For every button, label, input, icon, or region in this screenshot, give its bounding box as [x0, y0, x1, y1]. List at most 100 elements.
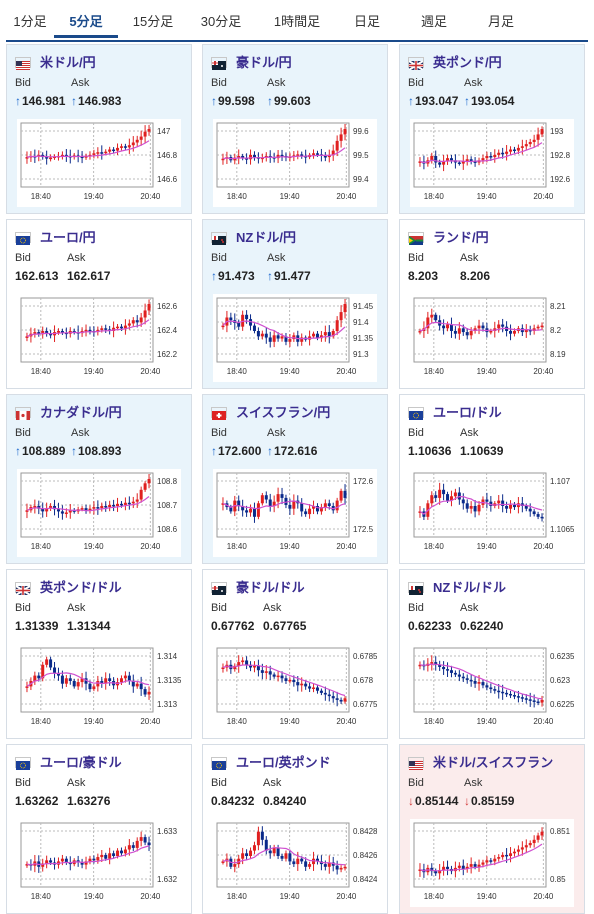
pair-title[interactable]: 豪ドル/ドル	[211, 577, 305, 596]
candle-body	[457, 328, 461, 334]
candle-body	[512, 149, 516, 152]
pair-title[interactable]: ユーロ/ドル	[408, 402, 502, 421]
pair-title[interactable]: ランド/円	[408, 227, 489, 246]
tab-2[interactable]: 15分足	[132, 14, 174, 29]
rate-card[interactable]: ユーロ/ドル Bid Ask 1.10636 1.10639 18:40 19:40 20:4…	[399, 394, 585, 564]
rate-card[interactable]: 英ポンド/ドル Bid Ask 1.31339 1.31344 18:40 19:40 20:…	[6, 569, 192, 739]
candle-body	[453, 492, 457, 497]
candle-body	[481, 682, 485, 686]
price-chart[interactable]: 18:40 19:40 20:40 0.8428 0.8426 0.8424	[213, 819, 377, 907]
candle-body	[524, 506, 528, 509]
price-chart[interactable]: 18:40 19:40 20:40 1.107 1.1065	[410, 469, 574, 557]
x-tick-label: 20:40	[140, 892, 161, 901]
price-chart[interactable]: 18:40 19:40 20:40 1.314 1.3135 1.313	[17, 644, 181, 732]
pair-title[interactable]: NZドル/ドル	[408, 577, 506, 596]
tab-3[interactable]: 30分足	[200, 14, 242, 29]
rate-card[interactable]: 豪ドル/円 Bid Ask ↑99.598 ↑99.603 18:40 19:40 20:40…	[202, 44, 388, 214]
y-tick-label: 99.5	[353, 151, 369, 160]
rate-card[interactable]: ユーロ/豪ドル Bid Ask 1.63262 1.63276 18:40 19:40 20:…	[6, 744, 192, 914]
price-chart[interactable]: 18:40 19:40 20:40 8.21 8.2 8.19	[410, 294, 574, 382]
tab-7[interactable]: 月足	[487, 14, 514, 29]
rate-card[interactable]: ユーロ/英ポンド Bid Ask 0.84232 0.84240 18:40 19:40 20…	[202, 744, 388, 914]
candle-body	[304, 683, 308, 687]
tab-5[interactable]: 日足	[353, 14, 380, 29]
price-chart[interactable]: 18:40 19:40 20:40 99.6 99.5 99.4	[213, 119, 377, 207]
price-chart[interactable]: 18:40 19:40 20:40 193 192.8 192.6	[410, 119, 574, 207]
price-chart[interactable]: 18:40 19:40 20:40 0.6785 0.678 0.6775	[213, 644, 377, 732]
candle-body	[319, 335, 323, 338]
candle-body	[449, 158, 453, 161]
rate-card[interactable]: 米ドル/円 Bid Ask ↑146.981 ↑146.983 18:40 19:40 20:…	[6, 44, 192, 214]
pair-title[interactable]: 豪ドル/円	[211, 52, 292, 71]
price-chart[interactable]: 18:40 19:40 20:40 0.851 0.85	[410, 819, 574, 907]
pair-title[interactable]: NZドル/円	[211, 227, 296, 246]
tab-0[interactable]: 1分足	[13, 14, 47, 29]
bid-value: 1.31339	[15, 619, 59, 633]
rate-card[interactable]: スイスフラン/円 Bid Ask ↑172.600 ↑172.616 18:40 19:40…	[202, 394, 388, 564]
candle-body	[116, 147, 120, 151]
candle-body	[116, 850, 120, 856]
rate-card[interactable]: ユーロ/円 Bid Ask 162.613 162.617 18:40 19:40 20:40…	[6, 219, 192, 389]
candle-body	[37, 506, 41, 509]
price-chart[interactable]: 18:40 19:40 20:40 91.45 91.4 91.35 91.3	[213, 294, 377, 382]
tab-6[interactable]: 週足	[420, 14, 447, 29]
rate-card[interactable]: NZドル/ドル Bid Ask 0.62233 0.62240 18:40 19:40 20:…	[399, 569, 585, 739]
pair-title[interactable]: 米ドル/円	[15, 52, 96, 71]
price-chart[interactable]: 18:40 19:40 20:40 0.6235 0.623 0.6225	[410, 644, 574, 732]
price-chart[interactable]: 18:40 19:40 20:40 162.6 162.4 162.2	[17, 294, 181, 382]
pair-title[interactable]: 英ポンド/ドル	[15, 577, 122, 596]
candle-body	[284, 853, 288, 859]
candle-body	[477, 504, 481, 512]
bid-value: 0.84232	[211, 794, 255, 808]
rate-card[interactable]: NZドル/円 Bid Ask ↑91.473 ↑91.477 18:40 19:40 20:4…	[202, 219, 388, 389]
ask-value: 1.10639	[460, 444, 504, 458]
price-chart[interactable]: 18:40 19:40 20:40 147 146.8 146.6	[17, 119, 181, 207]
flag-nz-icon	[408, 582, 424, 596]
candle-body	[25, 157, 29, 159]
moving-average-line	[419, 496, 543, 515]
candle-body	[37, 675, 41, 679]
candle-body	[300, 154, 304, 156]
y-tick-label: 192.8	[550, 151, 571, 160]
rate-card[interactable]: 英ポンド/円 Bid Ask ↑193.047 ↑193.054 18:40 19:40 20…	[399, 44, 585, 214]
candle-body	[100, 506, 104, 509]
tab-1[interactable]: 5分足	[54, 0, 118, 38]
candle-body	[473, 864, 477, 867]
pair-title[interactable]: ユーロ/英ポンド	[211, 752, 331, 771]
x-tick-label: 18:40	[31, 367, 52, 376]
candle-body	[249, 850, 253, 856]
candle-body	[104, 328, 108, 330]
candle-body	[312, 506, 316, 509]
pair-title[interactable]: ユーロ/豪ドル	[15, 752, 122, 771]
candle-body	[116, 503, 120, 506]
moving-average-line	[222, 664, 346, 697]
price-chart[interactable]: 18:40 19:40 20:40 172.6 172.5	[213, 469, 377, 557]
rate-card[interactable]: 豪ドル/ドル Bid Ask 0.67762 0.67765 18:40 19:40 20:4…	[202, 569, 388, 739]
candle-body	[485, 685, 489, 688]
price-chart[interactable]: 18:40 19:40 20:40 108.8 108.7 108.6	[17, 469, 181, 557]
x-tick-label: 20:40	[533, 892, 554, 901]
pair-title[interactable]: カナダドル/円	[15, 402, 122, 421]
candle-body	[343, 490, 347, 498]
ask-value: ↑99.603	[267, 94, 311, 108]
pair-title[interactable]: 米ドル/スイスフラン	[408, 752, 553, 771]
ask-value: 8.206	[460, 269, 491, 283]
y-tick-label: 99.6	[353, 127, 369, 136]
rate-card[interactable]: ランド/円 Bid Ask 8.203 8.206 18:40 19:40 20:40 8.21…	[399, 219, 585, 389]
rate-card[interactable]: 米ドル/スイスフラン Bid Ask ↓0.85144 ↓0.85159 18:40 19:…	[399, 744, 585, 914]
moving-average-line	[26, 845, 150, 866]
candle-body	[339, 312, 343, 321]
y-tick-label: 162.6	[157, 302, 178, 311]
candle-body	[276, 494, 280, 502]
pair-title[interactable]: 英ポンド/円	[408, 52, 502, 71]
y-tick-label: 147	[157, 127, 171, 136]
price-chart[interactable]: 18:40 19:40 20:40 1.633 1.632	[17, 819, 181, 907]
candle-body	[343, 866, 347, 869]
rate-card[interactable]: カナダドル/円 Bid Ask ↑108.889 ↑108.893 18:40 19:40 2…	[6, 394, 192, 564]
bid-value: 1.10636	[408, 444, 452, 458]
pair-title[interactable]: ユーロ/円	[15, 227, 96, 246]
candle-body	[88, 683, 92, 690]
tab-4[interactable]: 1時間足	[273, 14, 321, 29]
ask-label: Ask	[71, 427, 90, 439]
pair-title[interactable]: スイスフラン/円	[211, 402, 330, 421]
